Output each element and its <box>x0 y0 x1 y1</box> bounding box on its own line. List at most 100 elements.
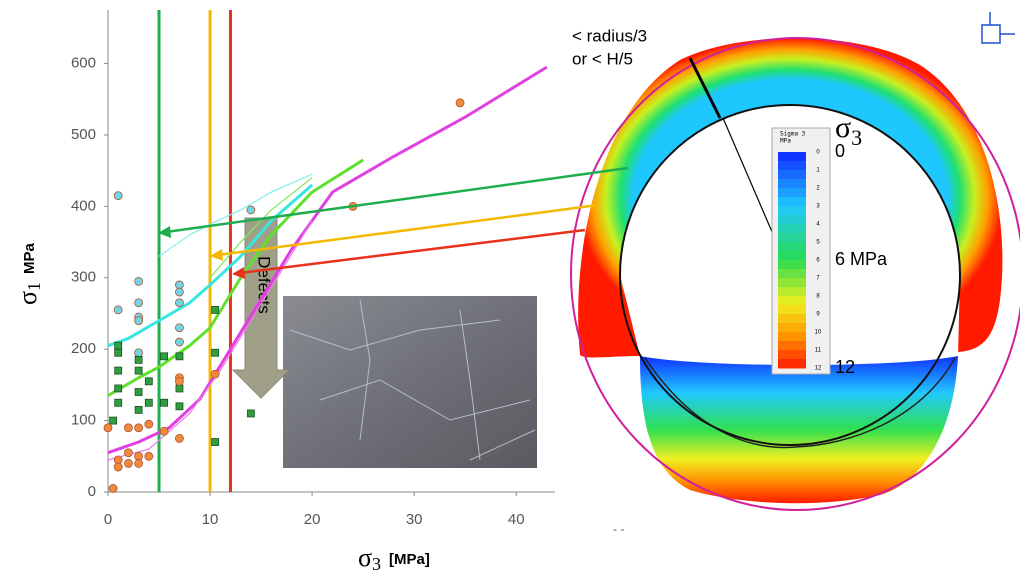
point <box>176 385 183 392</box>
colorbar-band <box>778 269 806 279</box>
colorbar-band <box>778 206 806 216</box>
y-tick-label: 600 <box>71 55 96 72</box>
point <box>110 417 117 424</box>
point <box>176 353 183 360</box>
colorbar-band <box>778 242 806 252</box>
point <box>135 299 143 307</box>
point <box>135 406 142 413</box>
colorbar: Sigma 3 MPa σ3 012345678910111206 MPa12 <box>772 111 888 377</box>
y-tick-label: 400 <box>71 197 96 214</box>
point <box>114 192 122 200</box>
colorbar-band <box>778 197 806 207</box>
colorbar-label: 0 <box>835 141 845 161</box>
point <box>161 353 168 360</box>
colorbar-band <box>778 152 806 162</box>
colorbar-band <box>778 188 806 198</box>
point <box>135 367 142 374</box>
colorbar-band <box>778 161 806 171</box>
colorbar-band <box>778 296 806 306</box>
point <box>145 378 152 385</box>
arrow <box>166 168 628 232</box>
colorbar-band <box>778 350 806 360</box>
point <box>135 277 143 285</box>
point <box>175 377 183 385</box>
subscript: 1 <box>24 282 44 291</box>
colorbar-band <box>778 260 806 270</box>
point <box>175 288 183 296</box>
x-tick-label: 0 <box>104 511 112 528</box>
point <box>124 459 132 467</box>
callout-arrows <box>158 168 628 279</box>
point <box>109 484 117 492</box>
colorbar-title: Sigma 3 <box>780 131 806 138</box>
colorbar-small-label: 10 <box>815 330 822 336</box>
colorbar-band <box>778 251 806 261</box>
colorbar-band <box>778 323 806 333</box>
colorbar-label: 12 <box>835 357 855 377</box>
x-tick-label: 10 <box>202 511 219 528</box>
y-tick-label: 200 <box>71 340 96 357</box>
colorbar-label: 6 MPa <box>835 249 888 269</box>
symbol: σ <box>13 291 42 305</box>
colorbar-band <box>778 314 806 324</box>
annotation: or < H/5 <box>572 49 633 68</box>
point <box>124 424 132 432</box>
defects-arrow: Defects <box>233 218 289 398</box>
y-axis-label: σ1 MPa <box>13 242 44 305</box>
unit: MPa <box>21 242 38 274</box>
point <box>211 370 219 378</box>
point <box>115 367 122 374</box>
subscript: 3 <box>372 554 381 574</box>
x-axis-label: σ3[MPa] <box>358 543 430 574</box>
colorbar-small-label: 11 <box>815 348 822 354</box>
y-tick-label: 0 <box>88 483 96 500</box>
point <box>135 459 143 467</box>
point <box>135 349 143 357</box>
point <box>247 410 254 417</box>
colorbar-title: MPa <box>780 138 791 145</box>
colorbar-band <box>778 170 806 180</box>
point <box>145 399 152 406</box>
point <box>145 420 153 428</box>
x-tick-label: 40 <box>508 511 525 528</box>
point <box>115 385 122 392</box>
point <box>135 356 142 363</box>
point <box>175 324 183 332</box>
point <box>212 306 219 313</box>
colorbar-band <box>778 278 806 288</box>
figure: Sigma 3 MPa σ3 012345678910111206 MPa12 … <box>0 0 1020 577</box>
unit: [MPa] <box>389 551 430 568</box>
colorbar-band <box>778 233 806 243</box>
symbol: σ <box>835 111 851 144</box>
point <box>115 349 122 356</box>
point <box>114 306 122 314</box>
point <box>124 449 132 457</box>
point <box>135 424 143 432</box>
point <box>145 452 153 460</box>
annotation: - - <box>613 522 624 536</box>
point <box>160 427 168 435</box>
y-tick-label: 500 <box>71 126 96 143</box>
colorbar-small-label: 12 <box>815 366 822 372</box>
y-tick-label: 300 <box>71 269 96 286</box>
subscript: 3 <box>851 125 862 150</box>
colorbar-band <box>778 359 806 369</box>
colorbar-band <box>778 179 806 189</box>
colorbar-band <box>778 287 806 297</box>
point <box>175 299 183 307</box>
point <box>212 439 219 446</box>
point <box>456 99 464 107</box>
point <box>135 389 142 396</box>
arrowhead <box>232 267 245 279</box>
x-tick-label: 20 <box>304 511 321 528</box>
arrowhead <box>210 249 223 261</box>
colorbar-band <box>778 224 806 234</box>
photo <box>283 296 537 468</box>
point <box>176 403 183 410</box>
point <box>135 317 143 325</box>
colorbar-band <box>778 341 806 351</box>
point <box>161 399 168 406</box>
x-tick-label: 30 <box>406 511 423 528</box>
point <box>104 424 112 432</box>
point <box>175 338 183 346</box>
